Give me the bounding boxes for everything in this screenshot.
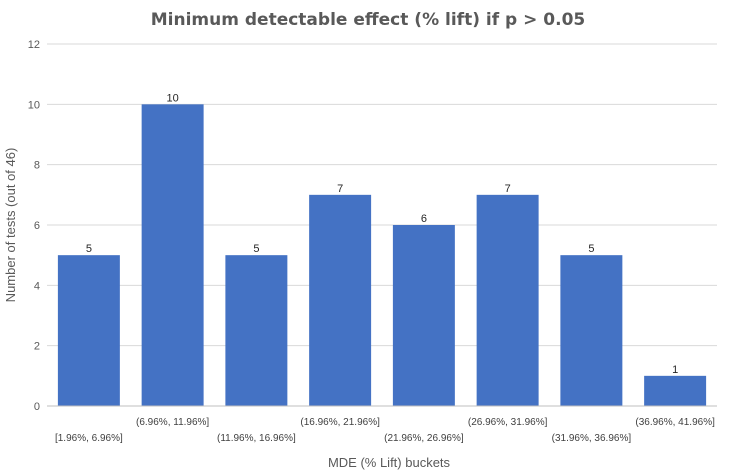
bar	[141, 104, 204, 406]
bars	[57, 104, 707, 406]
y-tick-label: 10	[28, 99, 40, 111]
data-label: 5	[588, 243, 594, 255]
bar	[57, 255, 120, 406]
bar	[225, 255, 288, 406]
y-axis-title: Number of tests (out of 46)	[3, 148, 18, 303]
y-tick-label: 6	[34, 220, 40, 232]
data-label: 10	[167, 92, 179, 104]
x-axis-categories: [1.96%, 6.96%] (6.96%, 11.96%] (11.96%, 16…	[55, 417, 715, 444]
x-category-label: (31.96%, 36.96%]	[552, 433, 632, 444]
data-label: 5	[86, 243, 92, 255]
x-category-label: (26.96%, 31.96%]	[468, 417, 548, 428]
x-category-label: (6.96%, 11.96%]	[136, 417, 209, 428]
x-category-label: (36.96%, 41.96%]	[635, 417, 715, 428]
bar	[560, 255, 623, 406]
y-tick-label: 12	[28, 39, 40, 51]
y-tick-label: 4	[34, 280, 40, 292]
y-tick-label: 8	[34, 160, 40, 172]
x-axis-title: MDE (% Lift) buckets	[328, 455, 451, 470]
y-axis-ticks: 0 2 4 6 8 10 12	[28, 39, 40, 413]
bar	[476, 194, 539, 406]
y-tick-label: 2	[34, 341, 40, 353]
data-label: 7	[505, 183, 511, 195]
bar	[309, 194, 372, 406]
y-tick-label: 0	[34, 401, 40, 413]
data-labels: 5 10 5 7 6 7 5 1	[86, 92, 678, 376]
data-label: 5	[253, 243, 259, 255]
x-category-label: (11.96%, 16.96%]	[217, 433, 296, 444]
data-label: 7	[337, 183, 343, 195]
data-label: 6	[421, 213, 427, 225]
x-category-label: [1.96%, 6.96%]	[55, 433, 123, 444]
chart-title: Minimum detectable effect (% lift) if p …	[151, 10, 585, 30]
bar	[392, 225, 455, 406]
x-category-label: (16.96%, 21.96%]	[300, 417, 380, 428]
x-category-label: (21.96%, 26.96%]	[384, 433, 464, 444]
data-label: 1	[672, 364, 678, 376]
bar	[644, 375, 707, 406]
